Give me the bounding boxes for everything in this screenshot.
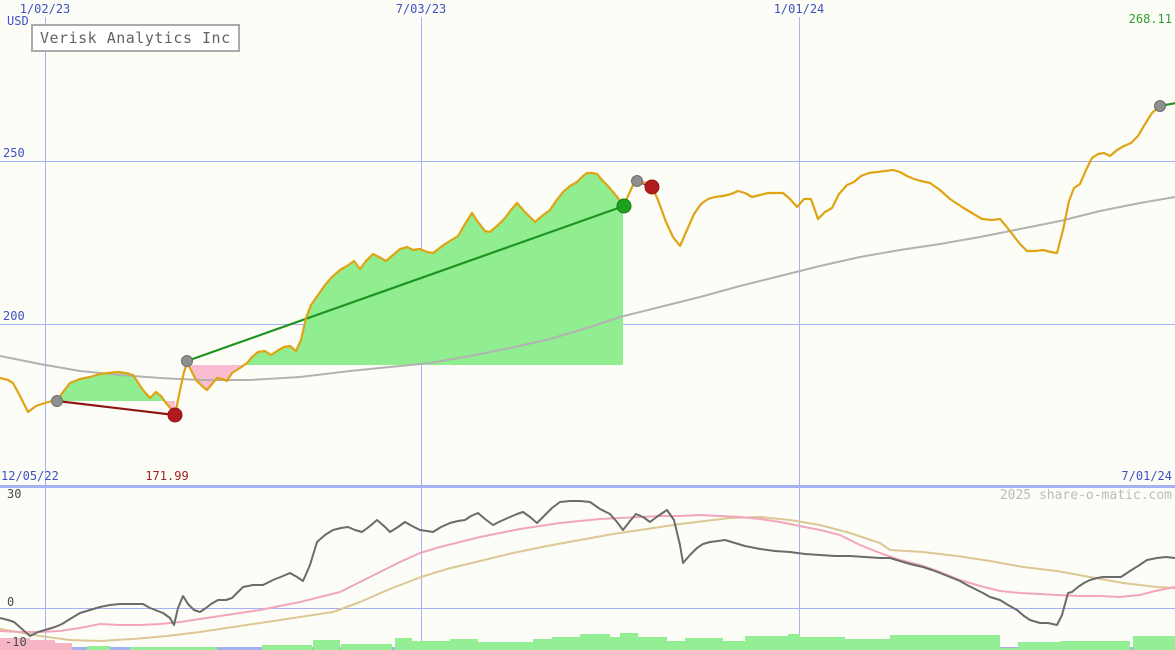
bottom-date-right: 7/01/24 xyxy=(1121,469,1172,483)
symbol-title: Verisk Analytics Inc xyxy=(40,29,231,47)
histogram-segment-3 xyxy=(313,640,340,650)
histogram-segment-6 xyxy=(412,641,450,650)
histogram-segment-19 xyxy=(788,634,800,650)
histogram-segment-21 xyxy=(845,639,890,650)
histogram-segment-20 xyxy=(800,637,845,650)
histogram-segment-14 xyxy=(638,637,667,650)
trend-start-dot-2 xyxy=(631,175,643,187)
indicator-signal-tan-line xyxy=(0,516,1175,642)
top-date-2: 1/01/24 xyxy=(773,2,825,16)
trend-fill-green-1 xyxy=(187,173,623,365)
top-date-0: 1/02/23 xyxy=(19,2,71,16)
histogram-segment-25 xyxy=(1060,641,1130,650)
histogram-segment-5 xyxy=(395,638,412,650)
histogram-segment-13 xyxy=(620,633,638,650)
top-date-1: 7/03/23 xyxy=(395,2,447,16)
histogram-segment-18 xyxy=(745,636,788,650)
ytick-250: 250 xyxy=(3,146,25,160)
histogram-segment-16 xyxy=(685,638,723,650)
low-price-annotation: 171.99 xyxy=(145,469,189,483)
trend-start-dot-1 xyxy=(181,355,193,367)
trend-line-0 xyxy=(56,399,176,417)
lower-tick-30: 30 xyxy=(7,487,22,501)
histogram-segment-26 xyxy=(1133,636,1175,650)
ytick-200: 200 xyxy=(3,309,25,323)
histogram-segment-17 xyxy=(723,641,745,650)
trend-end-dot-0 xyxy=(167,407,183,423)
histogram-segment-2 xyxy=(262,645,312,650)
histogram-segment-12 xyxy=(610,637,620,650)
histogram-segment-24 xyxy=(1018,642,1060,650)
symbol-title-box: Verisk Analytics Inc xyxy=(31,24,240,52)
trend-start-dot-0 xyxy=(51,395,63,407)
lower-tick-0: 0 xyxy=(7,595,15,609)
watermark: 2025 share-o-matic.com xyxy=(999,488,1172,503)
histogram-segment-11 xyxy=(580,634,610,650)
histogram-segment-1 xyxy=(130,647,217,650)
histogram-segment-22 xyxy=(890,635,1000,650)
trend-line-1 xyxy=(186,204,625,363)
indicator-fast-gray-line xyxy=(0,500,1175,637)
currency-label: USD xyxy=(7,14,29,28)
negative-area-1 xyxy=(30,640,55,650)
histogram-segment-9 xyxy=(533,639,552,650)
trend-fill-pink-1 xyxy=(187,365,623,390)
negative-area-0 xyxy=(0,638,30,650)
indicator-slow-pink-line xyxy=(0,514,1175,633)
histogram-segment-10 xyxy=(552,637,580,650)
moving-average-line xyxy=(0,196,1175,381)
bottom-date-left: 12/05/22 xyxy=(1,469,59,483)
trend-start-dot-3 xyxy=(1154,100,1166,112)
histogram-segment-0 xyxy=(87,646,110,650)
trend-end-dot-1 xyxy=(616,198,632,214)
histogram-segment-7 xyxy=(450,639,478,650)
current-price-label: 268.11 xyxy=(1128,12,1172,26)
histogram-segment-15 xyxy=(667,641,685,650)
histogram-segment-8 xyxy=(478,642,533,650)
lower-tick-neg10: -10 xyxy=(5,635,27,649)
histogram-segment-23 xyxy=(1000,648,1018,650)
negative-area-2 xyxy=(55,643,72,650)
histogram-segment-4 xyxy=(341,644,392,650)
trend-end-dot-2 xyxy=(644,179,660,195)
